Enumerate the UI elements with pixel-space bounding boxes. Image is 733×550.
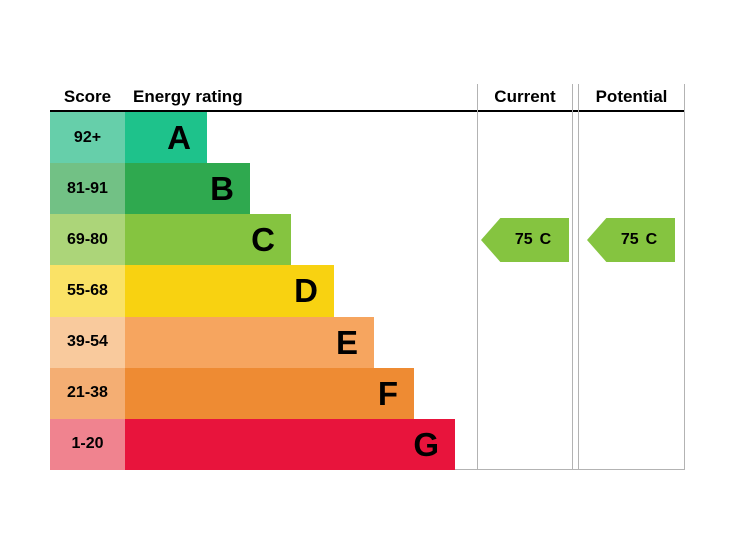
- score-range-g: 1-20: [50, 418, 125, 470]
- potential-band-letter: C: [645, 231, 658, 248]
- rating-bar-g: G: [125, 418, 455, 470]
- header-divider-line: [50, 110, 685, 112]
- header-score: Score: [63, 87, 112, 106]
- current-score-value: 75: [514, 231, 533, 248]
- rating-bar-b: B: [125, 163, 250, 215]
- rating-bar-c: C: [125, 214, 291, 266]
- band-row-d: 55-68 D: [50, 265, 477, 317]
- rating-bar-a: A: [125, 112, 207, 164]
- potential-score-value: 75: [620, 231, 639, 248]
- header-current: Current: [494, 87, 556, 106]
- score-range-f: 21-38: [50, 367, 125, 419]
- current-band-letter: C: [539, 231, 552, 248]
- score-range-c: 69-80: [50, 214, 125, 266]
- current-rating-arrow: 75 C: [481, 218, 569, 262]
- band-row-f: 21-38 F: [50, 367, 477, 419]
- band-row-c: 69-80 C: [50, 214, 477, 266]
- score-range-a: 92+: [50, 112, 125, 164]
- current-column: [477, 84, 573, 470]
- band-row-b: 81-91 B: [50, 163, 477, 215]
- header-potential: Potential: [595, 87, 668, 106]
- score-range-e: 39-54: [50, 316, 125, 368]
- rating-bar-f: F: [125, 367, 414, 419]
- header-energy-rating: Energy rating: [133, 87, 243, 106]
- band-row-g: 1-20 G: [50, 418, 477, 470]
- potential-rating-arrow: 75 C: [587, 218, 675, 262]
- potential-column: [578, 84, 685, 470]
- rating-bar-e: E: [125, 316, 374, 368]
- score-range-d: 55-68: [50, 265, 125, 317]
- band-row-a: 92+ A: [50, 112, 477, 164]
- score-range-b: 81-91: [50, 163, 125, 215]
- epc-energy-rating-chart: Score Energy rating Current Potential 92…: [50, 84, 685, 470]
- band-row-e: 39-54 E: [50, 316, 477, 368]
- band-rows: 92+ A 81-91 B 69-80 C 55-68 D 39-54 E 21…: [50, 112, 477, 470]
- rating-bar-d: D: [125, 265, 334, 317]
